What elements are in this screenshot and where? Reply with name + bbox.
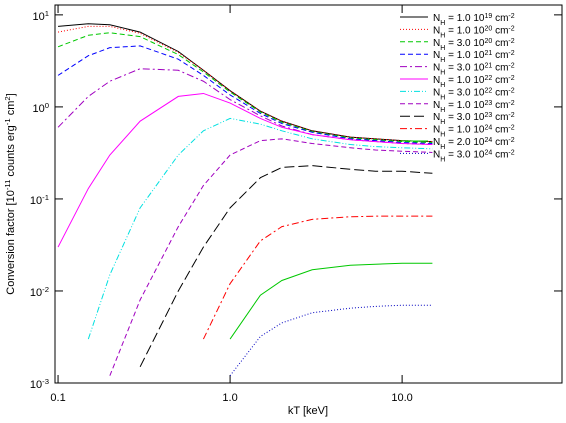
- series-line: [57, 25, 433, 143]
- legend-label: NH = 1.0 1021 cm-2: [433, 50, 515, 64]
- legend-label: NH = 1.0 1019 cm-2: [433, 13, 515, 27]
- plot-lines: [57, 23, 433, 377]
- series-line: [139, 165, 433, 368]
- series-line: [229, 262, 433, 340]
- series-line: [202, 215, 433, 340]
- legend-label: NH = 1.0 1022 cm-2: [433, 75, 515, 89]
- series-line: [87, 117, 433, 340]
- y-axis-label: Conversion factor [10-11 counts erg-1 cm…: [3, 93, 18, 294]
- legend-label: NH = 1.0 1020 cm-2: [433, 25, 515, 39]
- series-line: [57, 32, 433, 144]
- legend-label: NH = 3.0 1021 cm-2: [433, 62, 515, 76]
- x-tick-label: 1.0: [222, 392, 237, 404]
- legend-label: NH = 3.0 1024 cm-2: [433, 149, 515, 163]
- x-tick-label: 0.1: [50, 392, 65, 404]
- series-line: [57, 92, 433, 248]
- x-tick-label: 10.0: [391, 392, 412, 404]
- legend-label: NH = 1.0 1023 cm-2: [433, 99, 515, 113]
- legend-label: NH = 3.0 1023 cm-2: [433, 112, 515, 126]
- plot-frame: [54, 4, 563, 384]
- y-tick-label: 100: [32, 100, 49, 115]
- series-line: [57, 68, 433, 146]
- legend-label: NH = 1.0 1024 cm-2: [433, 124, 515, 138]
- y-tick-label: 10-2: [30, 284, 49, 299]
- y-tick-label: 101: [32, 8, 49, 23]
- series-line: [57, 45, 433, 145]
- series-line: [109, 138, 433, 376]
- series-line: [229, 304, 433, 377]
- series-line: [58, 23, 433, 143]
- legend-label: NH = 3.0 1022 cm-2: [433, 87, 515, 101]
- legend-label: NH = 3.0 1020 cm-2: [433, 37, 515, 51]
- y-tick-label: 10-3: [30, 377, 49, 392]
- y-tick-label: 10-1: [30, 192, 49, 207]
- x-axis-label: kT [keV]: [288, 405, 328, 417]
- legend-label: NH = 2.0 1024 cm-2: [433, 137, 515, 151]
